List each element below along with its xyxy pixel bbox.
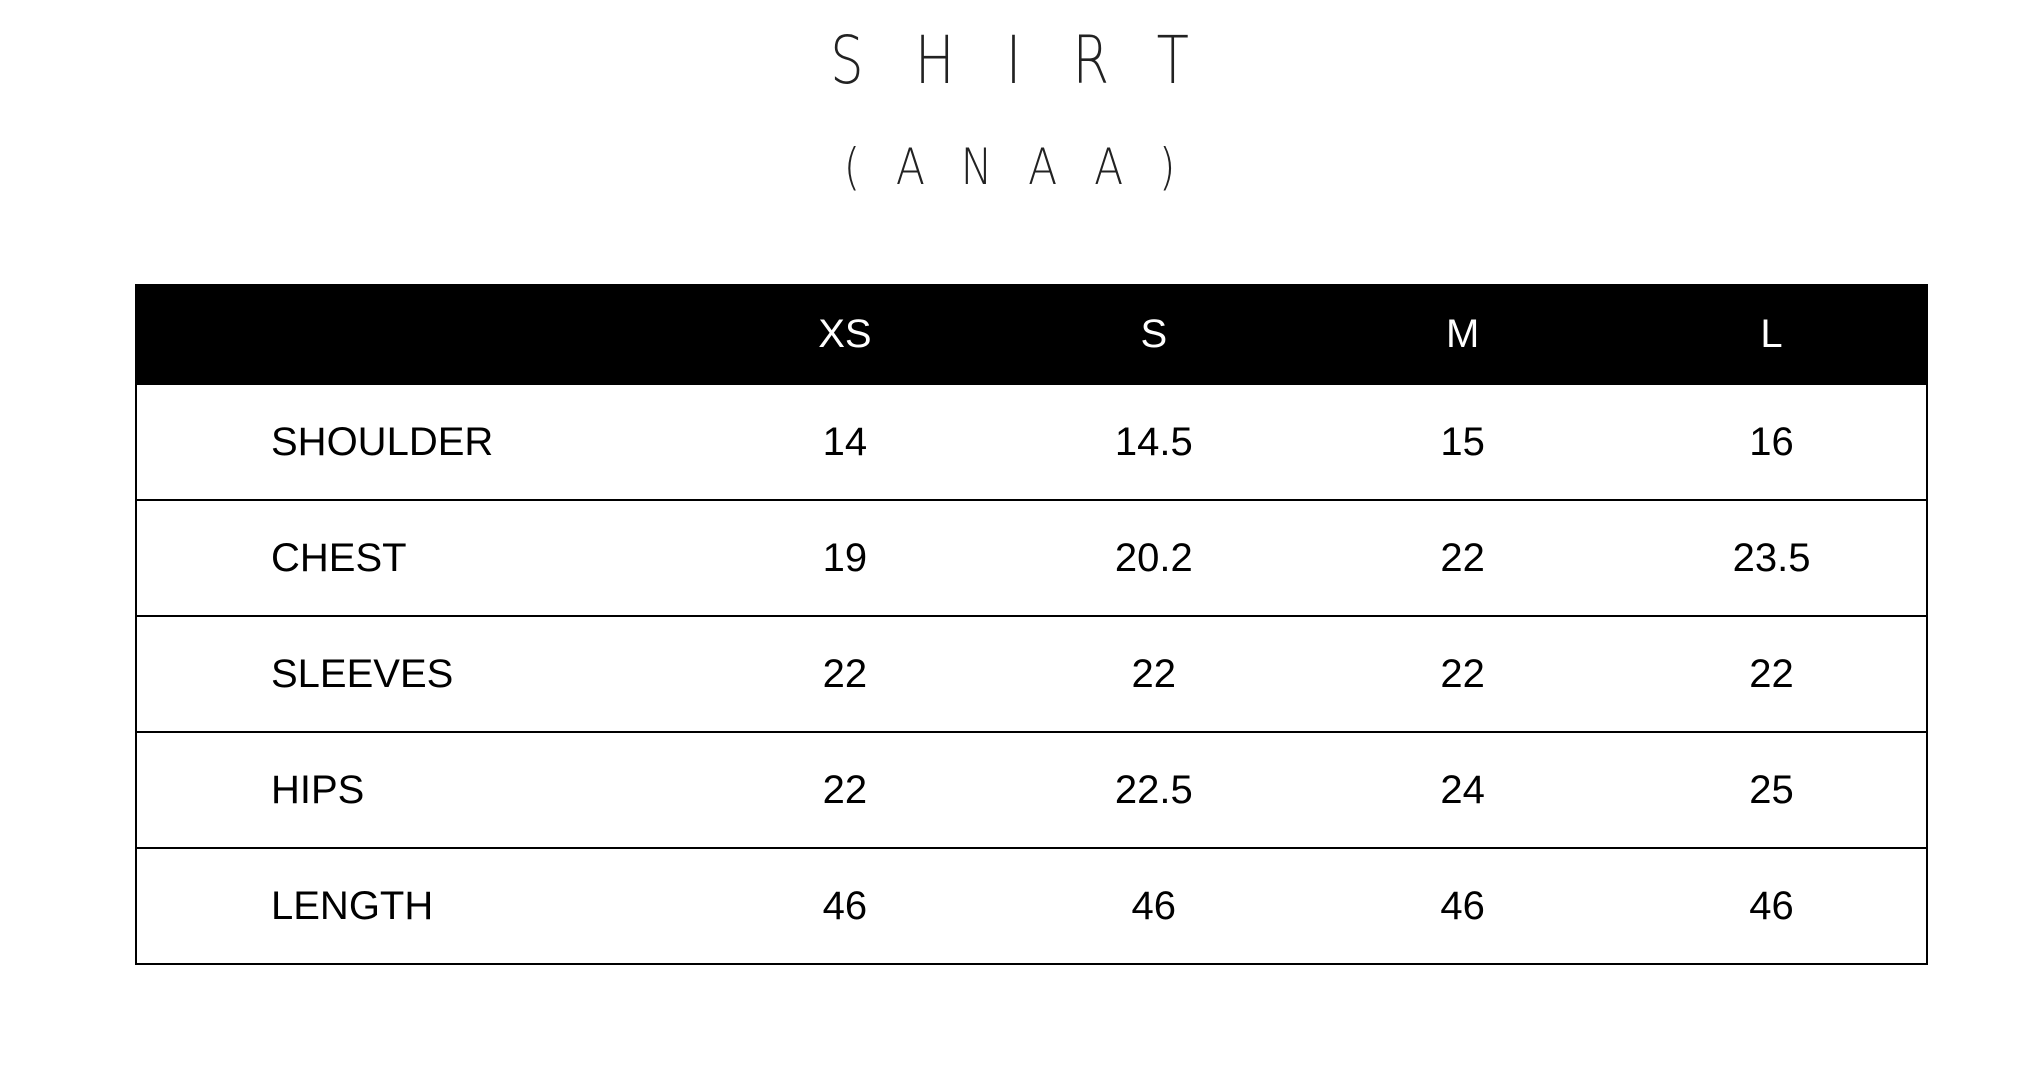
header-l: L: [1760, 312, 1783, 356]
cell-value: 14.5: [1114, 419, 1193, 464]
cell-value: 46: [1749, 883, 1794, 928]
cell-value: 22: [1440, 651, 1485, 696]
row-label: SHOULDER: [271, 419, 494, 464]
cell-value: 14: [822, 419, 868, 464]
table-row: SLEEVES 22 22 22 22: [136, 616, 1927, 732]
cell-value: 22: [1131, 651, 1177, 696]
page-subtitle: (ANAA): [843, 138, 1212, 196]
cell-value: 16: [1749, 419, 1794, 464]
table-header-row: XS S M L: [136, 285, 1927, 384]
cell-value: 46: [1131, 883, 1177, 928]
cell-value: 25: [1749, 767, 1794, 812]
table-row: LENGTH 46 46 46 46: [136, 848, 1927, 964]
cell-value: 23.5: [1732, 535, 1811, 580]
table-row: CHEST 19 20.2 22 23.5: [136, 500, 1927, 616]
page-title: SHIRT: [830, 22, 1241, 99]
row-label: CHEST: [271, 535, 407, 580]
cell-value: 24: [1440, 767, 1485, 812]
table-row: SHOULDER 14 14.5 15 16: [136, 384, 1927, 500]
header-xs: XS: [818, 312, 872, 356]
cell-value: 20.2: [1114, 535, 1193, 580]
cell-value: 22.5: [1114, 767, 1193, 812]
size-chart-table: XS S M L SHOULDER 14 14.5 15 16 CHEST 19 20.2 22…: [135, 284, 1928, 965]
cell-value: 46: [822, 883, 868, 928]
cell-value: 22: [822, 767, 868, 812]
cell-value: 46: [1440, 883, 1485, 928]
cell-value: 15: [1440, 419, 1485, 464]
header-blank: [136, 285, 691, 384]
cell-value: 22: [1749, 651, 1794, 696]
cell-value: 22: [822, 651, 868, 696]
row-label: HIPS: [271, 767, 365, 812]
header-s: S: [1140, 312, 1168, 356]
header-m: M: [1445, 312, 1480, 356]
row-label: LENGTH: [271, 883, 434, 928]
cell-value: 22: [1440, 535, 1485, 580]
table-row: HIPS 22 22.5 24 25: [136, 732, 1927, 848]
cell-value: 19: [822, 535, 868, 580]
row-label: SLEEVES: [271, 651, 454, 696]
